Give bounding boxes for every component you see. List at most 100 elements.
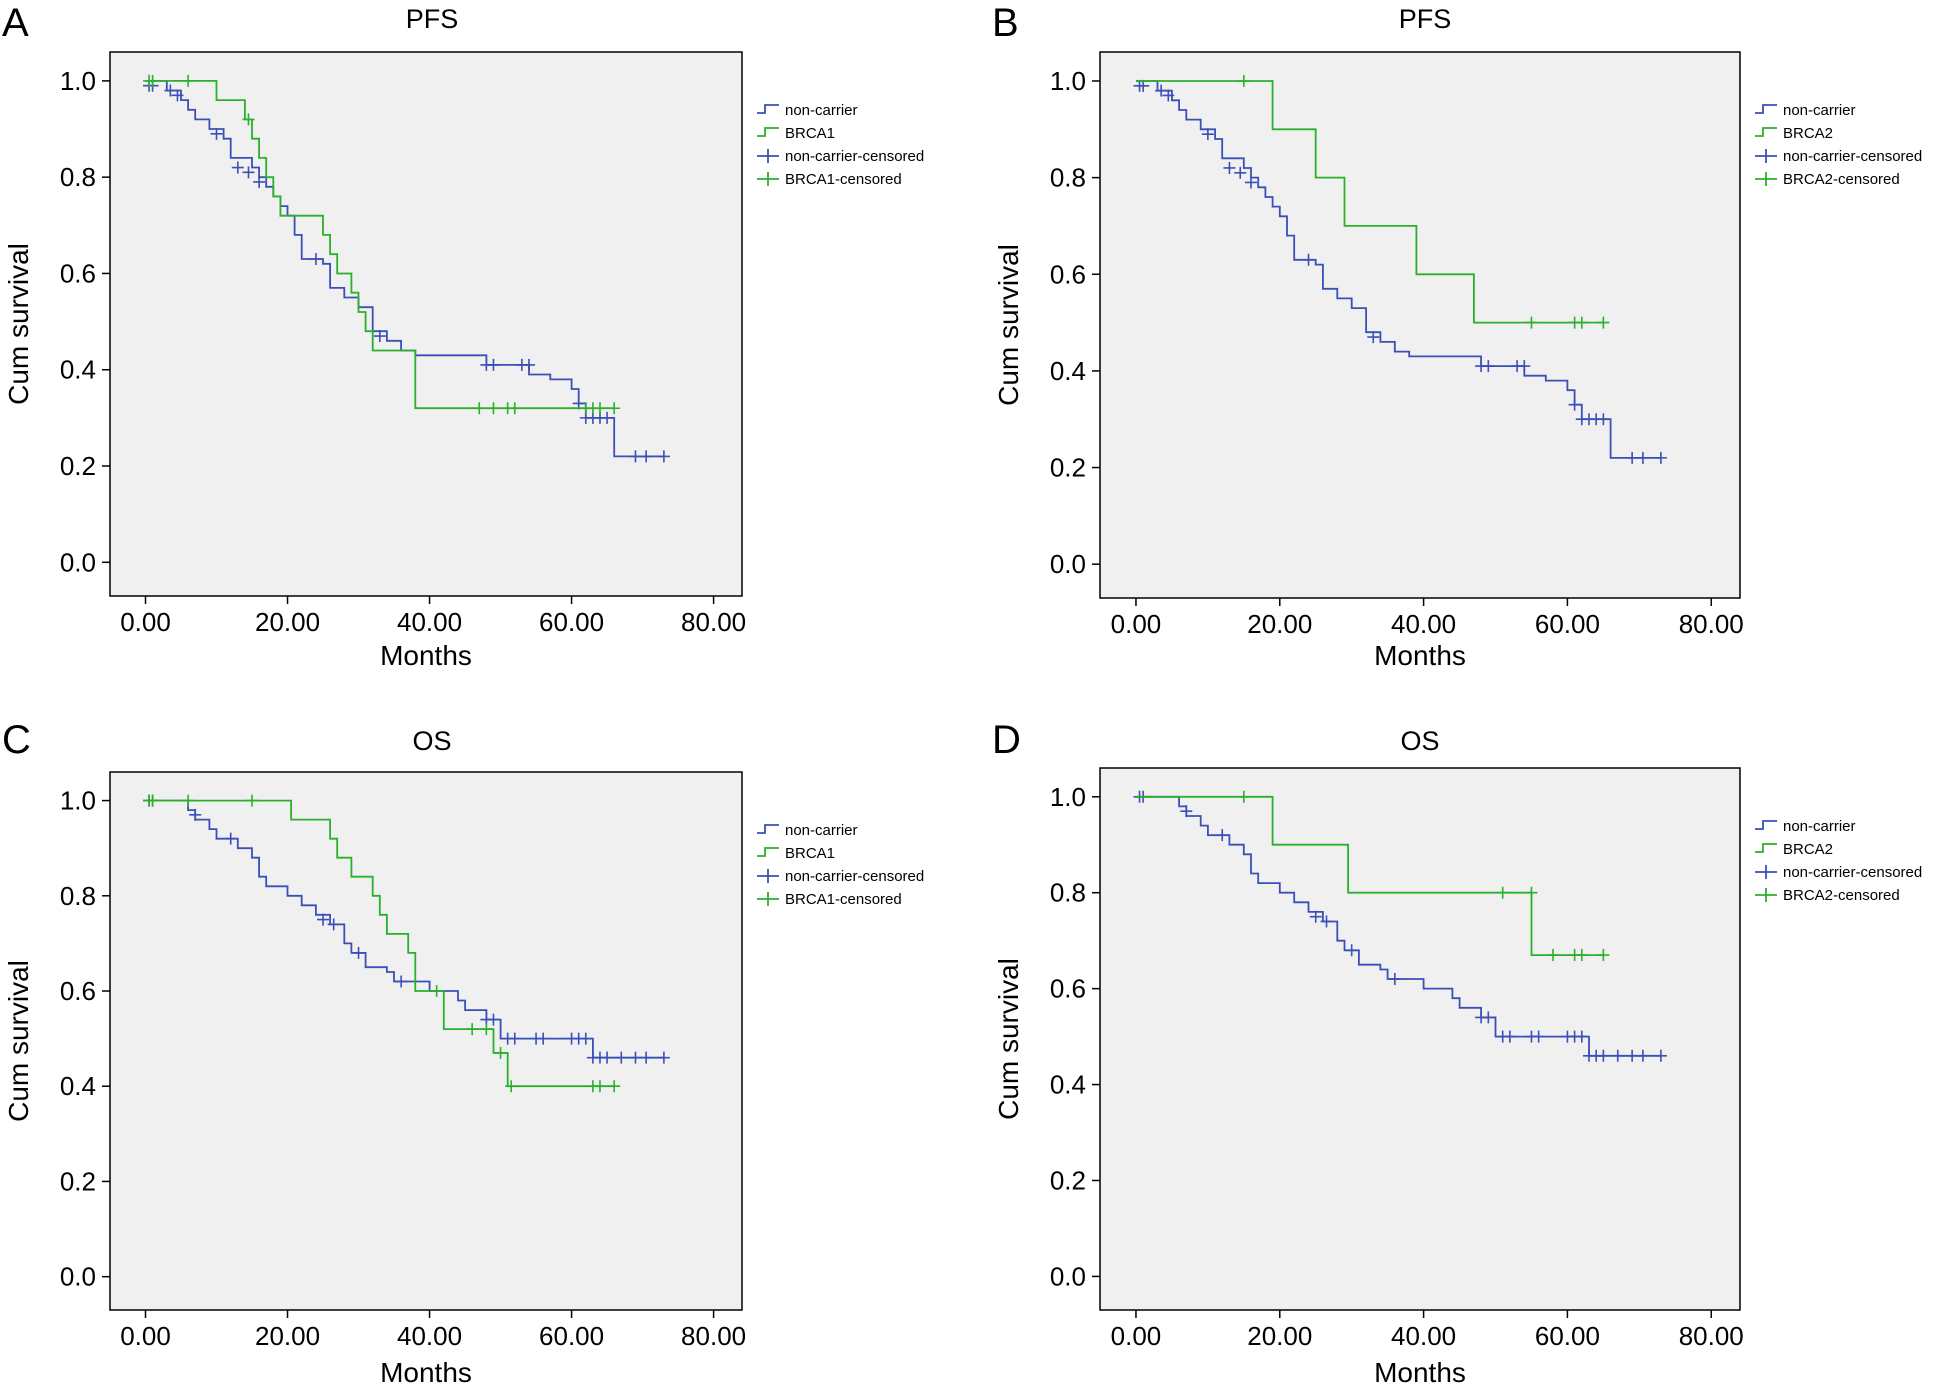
censor-mark bbox=[1636, 1049, 1649, 1062]
y-tick-label: 1.0 bbox=[1050, 66, 1086, 96]
censor-mark bbox=[246, 794, 259, 807]
censor-mark bbox=[487, 402, 500, 415]
legend-line-icon bbox=[757, 824, 779, 834]
y-tick-label: 0.6 bbox=[1050, 259, 1086, 289]
legend-line-icon bbox=[757, 127, 779, 137]
censor-mark bbox=[629, 450, 642, 463]
legend-censor-icon bbox=[1755, 172, 1777, 186]
censor-mark bbox=[1320, 915, 1333, 928]
censor-mark bbox=[253, 175, 266, 188]
x-axis-label: Months bbox=[1374, 640, 1466, 671]
panel-d: D OS 0.0 0.2 0.4 0.6 0.8 1.0 0.00 20.00 40.00 60.00… bbox=[992, 718, 1922, 1388]
x-tick-label: 20.00 bbox=[255, 1321, 320, 1351]
panel-title: PFS bbox=[406, 4, 459, 34]
legend-censor-icon bbox=[757, 869, 779, 883]
y-tick-label: 1.0 bbox=[60, 66, 96, 96]
legend-label: non-carrier bbox=[1783, 818, 1856, 835]
censor-mark bbox=[473, 402, 486, 415]
censor-mark bbox=[593, 1080, 606, 1093]
x-tick-label: 40.00 bbox=[1391, 1321, 1456, 1351]
censor-mark bbox=[242, 113, 255, 126]
censor-mark bbox=[1597, 1049, 1610, 1062]
x-tick-label: 40.00 bbox=[397, 607, 462, 637]
x-tick-label: 0.00 bbox=[1111, 609, 1162, 639]
legend-label: BRCA1-censored bbox=[785, 891, 902, 908]
censor-mark bbox=[1525, 886, 1538, 899]
panel-b: B PFS 0.0 0.2 0.4 0.6 0.8 1.0 0.00 20.00 40.00 60.0… bbox=[992, 1, 1922, 671]
panel-letter: C bbox=[2, 718, 31, 762]
censor-mark bbox=[1626, 1049, 1639, 1062]
legend-label: BRCA1 bbox=[785, 125, 835, 142]
legend-censor-icon bbox=[1755, 149, 1777, 163]
censor-mark bbox=[1345, 944, 1358, 957]
censor-mark bbox=[1597, 413, 1610, 426]
y-axis-label: Cum survival bbox=[3, 960, 34, 1122]
y-tick-label: 1.0 bbox=[1050, 782, 1086, 812]
y-axis-label: Cum survival bbox=[993, 958, 1024, 1120]
legend-censor-icon bbox=[757, 892, 779, 906]
x-tick-label: 80.00 bbox=[1679, 609, 1744, 639]
censor-mark bbox=[352, 946, 365, 959]
censor-mark bbox=[1503, 1030, 1516, 1043]
censor-mark bbox=[657, 1051, 670, 1064]
censor-mark bbox=[1237, 790, 1250, 803]
series-line-brca2 bbox=[1136, 80, 1604, 324]
legend-label: non-carrier bbox=[1783, 102, 1856, 119]
censor-mark bbox=[1525, 316, 1538, 329]
y-tick-label: 0.0 bbox=[60, 1262, 96, 1292]
y-tick-label: 0.8 bbox=[60, 162, 96, 192]
censor-mark bbox=[487, 358, 500, 371]
censor-mark bbox=[1482, 360, 1495, 373]
x-tick-label: 20.00 bbox=[1247, 609, 1312, 639]
x-axis-label: Months bbox=[380, 1357, 472, 1388]
legend-line-icon bbox=[1755, 127, 1777, 137]
y-tick-label: 0.4 bbox=[60, 1071, 96, 1101]
legend-label: BRCA1-censored bbox=[785, 171, 902, 188]
y-tick-label: 0.8 bbox=[1050, 163, 1086, 193]
series-line-non-carrier bbox=[1136, 795, 1661, 1057]
censor-mark bbox=[1611, 1049, 1624, 1062]
censor-mark bbox=[1496, 886, 1509, 899]
censor-mark bbox=[1532, 1030, 1545, 1043]
censor-mark bbox=[508, 1032, 521, 1045]
y-tick-label: 0.0 bbox=[60, 547, 96, 577]
censor-mark bbox=[1518, 360, 1531, 373]
censor-mark bbox=[395, 975, 408, 988]
censor-mark bbox=[1575, 1030, 1588, 1043]
legend-line-icon bbox=[1755, 820, 1777, 830]
censor-mark bbox=[309, 253, 322, 266]
legend-label: non-carrier-censored bbox=[785, 148, 924, 165]
censor-mark bbox=[640, 1051, 653, 1064]
y-tick-label: 0.4 bbox=[1050, 1070, 1086, 1100]
legend-label: BRCA1 bbox=[785, 845, 835, 862]
censor-mark bbox=[657, 450, 670, 463]
x-tick-label: 20.00 bbox=[255, 607, 320, 637]
censor-mark bbox=[171, 89, 184, 102]
legend-line-icon bbox=[1755, 843, 1777, 853]
censor-mark bbox=[608, 402, 621, 415]
censor-mark bbox=[466, 1023, 479, 1036]
censor-mark bbox=[146, 74, 159, 87]
x-tick-label: 60.00 bbox=[539, 607, 604, 637]
censor-mark bbox=[601, 1051, 614, 1064]
legend-censor-icon bbox=[1755, 888, 1777, 902]
censor-mark bbox=[1237, 74, 1250, 87]
censor-mark bbox=[1201, 128, 1214, 141]
censor-mark bbox=[1482, 1011, 1495, 1024]
x-tick-label: 80.00 bbox=[681, 607, 746, 637]
censor-mark bbox=[1234, 166, 1247, 179]
plot-area bbox=[1099, 51, 1741, 599]
x-tick-label: 60.00 bbox=[539, 1321, 604, 1351]
x-axis-label: Months bbox=[380, 640, 472, 671]
legend-label: non-carrier-censored bbox=[785, 868, 924, 885]
legend-line-icon bbox=[757, 847, 779, 857]
censor-mark bbox=[1162, 89, 1175, 102]
x-tick-label: 0.00 bbox=[1111, 1321, 1162, 1351]
legend-label: BRCA2 bbox=[1783, 841, 1833, 858]
censor-mark bbox=[1597, 316, 1610, 329]
plot-area bbox=[109, 771, 743, 1311]
y-tick-label: 0.6 bbox=[60, 976, 96, 1006]
censor-mark bbox=[1223, 161, 1236, 174]
y-axis-label: Cum survival bbox=[993, 244, 1024, 406]
